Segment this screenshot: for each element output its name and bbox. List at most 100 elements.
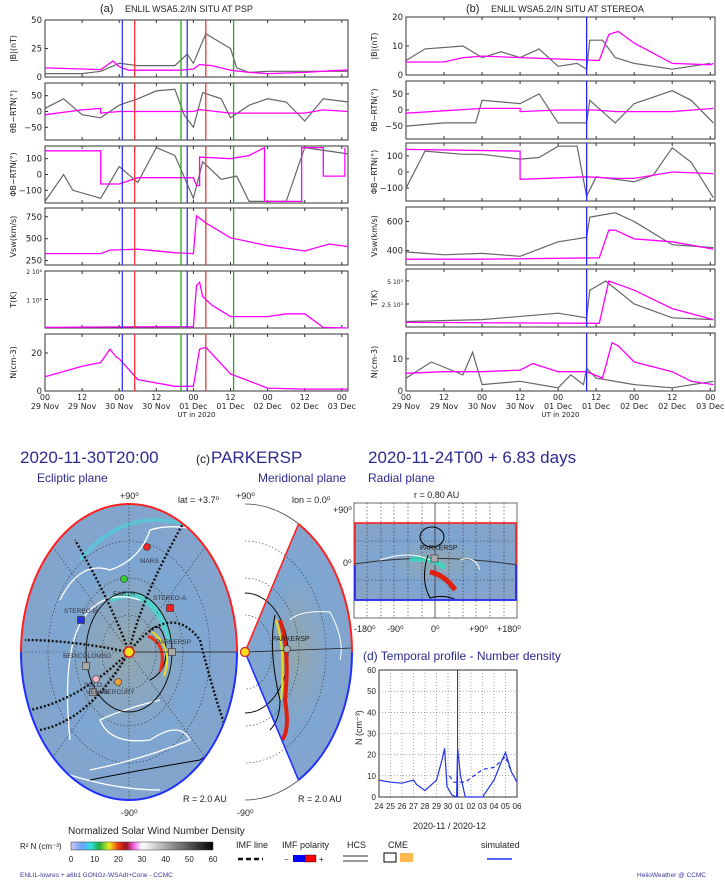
legend-cme: CME xyxy=(388,840,408,850)
legend-imf-line: IMF line xyxy=(236,840,268,850)
x-tick-day: 30 Nov xyxy=(468,402,497,411)
observed-line xyxy=(44,88,349,129)
radial-time: 2020-11-24T00 + 6.83 days xyxy=(368,448,576,467)
y-axis-label: ΦB−RTN(°) xyxy=(370,150,379,195)
x-tick-day: 30 Nov xyxy=(506,402,535,411)
colorbar-gradient xyxy=(70,841,214,851)
x-tick-day: 29 Nov xyxy=(430,402,459,411)
y-tick-label: 0 xyxy=(398,71,403,81)
y-tick-label: 2 10⁶ xyxy=(26,269,42,276)
y-axis-label: |B|(nT) xyxy=(9,35,18,62)
radial-title: Radial plane xyxy=(368,471,435,485)
y-axis-label: ΦB−RTN(°) xyxy=(9,152,18,197)
row-0: 0 25 50 |B|(nT) xyxy=(9,16,349,83)
radial-r: r = 0.80 AU xyxy=(414,490,459,500)
legend-plus: + xyxy=(319,855,324,864)
x-tick-day: 01 Dec xyxy=(544,402,572,411)
x-tick-hour: 12 xyxy=(667,393,677,402)
x-tick-hour: 00 xyxy=(188,393,198,402)
profile-x-tick: 06 xyxy=(513,802,522,811)
y-axis-label: N(cm-3) xyxy=(370,346,379,378)
legend: IMF line IMF polarity − + HCS CME simula… xyxy=(236,840,520,864)
y-tick-label: 100 xyxy=(26,155,42,165)
y-tick-label: 50 xyxy=(31,16,42,26)
imf-polarity-positive-arc xyxy=(20,503,238,653)
y-tick-label: 0 xyxy=(37,387,42,397)
colorbar-title: Normalized Solar Wind Number Density xyxy=(68,826,245,837)
y-tick-label: 20 xyxy=(31,349,42,359)
observed-line xyxy=(405,39,711,71)
dashed-density-line xyxy=(448,755,512,783)
panel-label: (b) xyxy=(466,3,479,15)
legend-imf-polarity: IMF polarity xyxy=(282,840,330,850)
x-tick-hour: 00 xyxy=(553,393,563,402)
y-tick-label: 0 xyxy=(37,73,42,83)
y-axis-label: |B|(nT) xyxy=(370,32,379,59)
profile-x-tick: 30 xyxy=(444,802,453,811)
y-tick-label: 0 xyxy=(37,171,42,181)
y-axis-label: Vsw(km/s) xyxy=(9,216,18,258)
bepicolombo-label: BEPICOLOMBO xyxy=(63,653,111,660)
footer-right: HelioWeather @ CCMC xyxy=(637,872,706,879)
y-tick-label: 500 xyxy=(26,235,42,245)
plot-frame xyxy=(44,19,349,78)
row-5: 0 10 N(cm-3) xyxy=(370,332,716,397)
observed-line xyxy=(45,32,348,75)
plot-frame xyxy=(44,145,349,204)
x-tick-day: 29 Nov xyxy=(68,402,97,411)
legend-minus: − xyxy=(284,855,289,864)
solo-marker xyxy=(92,675,100,683)
simulated-density-line xyxy=(378,748,518,798)
x-tick-day: 01 Dec xyxy=(582,402,610,411)
ecliptic-bottom-label: -90⁰ xyxy=(121,808,138,818)
simulated-line xyxy=(405,341,714,386)
x-tick-hour: 12 xyxy=(151,393,161,402)
y-tick-label: 750 xyxy=(26,213,42,223)
insitu-panel-stereoa: (b) ENLIL WSA5.2/IN SITU AT STEREOA 0 10 20 |… xyxy=(370,3,724,419)
profile-ylabel: N (cm⁻³) xyxy=(354,710,364,745)
x-tick-hour: 00 xyxy=(114,393,124,402)
ecliptic-radius: R = 2.0 AU xyxy=(183,794,227,804)
insitu-panel-psp: (a) ENLIL WSA5.2/IN SITU AT PSP 0 25 50 |B|(n… xyxy=(9,3,356,419)
meridional-lon: lon = 0.0⁰ xyxy=(292,495,331,505)
y-axis-label: N(cm-3) xyxy=(9,346,18,378)
radial-xtick: +180⁰ xyxy=(497,624,521,634)
y-tick-label: 25 xyxy=(31,45,42,55)
profile-xlabel: 2020-11 / 2020-12 xyxy=(413,821,486,831)
row-3: 400 600 Vsw(km/s) xyxy=(370,206,716,266)
legend-cme-contour-swatch xyxy=(383,852,397,863)
imf-polarity-negative-arc xyxy=(20,651,238,801)
simulated-line xyxy=(44,107,349,116)
colorbar-tick-label: 30 xyxy=(138,855,147,864)
bepicolombo-marker xyxy=(82,662,90,670)
profile-y-tick: 10 xyxy=(367,772,376,781)
y-tick-label: −100 xyxy=(380,184,403,194)
mars-marker xyxy=(143,543,151,551)
row-2: −100 0 100 ΦB−RTN(°) xyxy=(370,142,716,202)
y-tick-label: 10 xyxy=(392,355,403,365)
sun-icon xyxy=(123,646,135,658)
simulated-line xyxy=(45,214,349,255)
x-tick-hour: 12 xyxy=(77,393,87,402)
stereo-a-label: STEREO-A xyxy=(153,595,187,602)
profile-y-tick: 60 xyxy=(367,666,376,675)
x-tick-hour: 00 xyxy=(477,393,487,402)
row-1: −50 0 50 θB−RTN(°) xyxy=(9,82,349,141)
y-tick-label: 400 xyxy=(387,247,403,257)
row-5: 0 20 N(cm-3) xyxy=(9,333,349,397)
colorbar-tick-label: 10 xyxy=(90,855,99,864)
meridional-bottom-label: -90⁰ xyxy=(237,808,254,818)
ecliptic-title: Ecliptic plane xyxy=(37,471,108,485)
plot-frame xyxy=(44,82,349,141)
x-tick-hour: 12 xyxy=(591,393,601,402)
y-axis-label: θB−RTN(°) xyxy=(9,90,18,133)
y-tick-label: 0 xyxy=(398,168,403,178)
y-tick-label: 600 xyxy=(387,218,403,228)
plot-frame xyxy=(405,206,716,266)
stereo-b-marker xyxy=(77,616,85,624)
ecliptic-plot: MARS EARTH STEREO-A STEREO-B BEPICOLOMBO PARK… xyxy=(20,491,238,818)
observed-line xyxy=(405,90,714,127)
radial-ytick: 0⁰ xyxy=(343,558,352,568)
ecliptic-time: 2020-11-30T20:00 xyxy=(20,448,159,467)
x-tick-hour: 00 xyxy=(629,393,639,402)
